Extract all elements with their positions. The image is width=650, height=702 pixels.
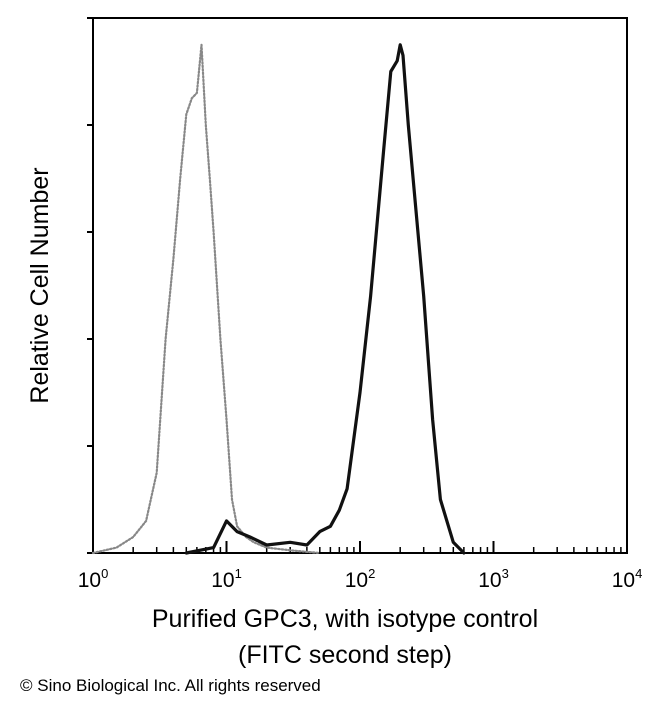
y-ticks-group xyxy=(87,17,93,554)
plot-frame-group xyxy=(92,17,628,554)
plot-frame xyxy=(92,17,628,554)
x-axis-title: Purified GPC3, with isotype control xyxy=(152,605,538,633)
x-tick-label-1: 101 xyxy=(211,566,242,592)
series-line-1 xyxy=(184,43,466,555)
x-tick-label-3: 103 xyxy=(478,566,509,592)
series-line-0 xyxy=(91,43,321,555)
y-axis-title: Relative Cell Number xyxy=(26,167,54,403)
copyright-notice: © Sino Biological Inc. All rights reserv… xyxy=(20,676,321,695)
x-tick-label-2: 102 xyxy=(345,566,376,592)
x-tick-label-4: 104 xyxy=(612,566,643,592)
x-axis-subtitle: (FITC second step) xyxy=(238,641,452,669)
series-group xyxy=(91,43,466,555)
x-tick-label-0: 100 xyxy=(78,566,109,592)
x-ticks-group: 100 101 102 103 104 xyxy=(78,541,643,592)
